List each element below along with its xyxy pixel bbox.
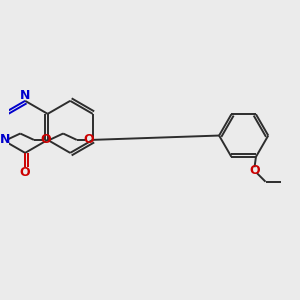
Text: O: O bbox=[84, 134, 94, 146]
Text: O: O bbox=[20, 166, 30, 179]
Text: O: O bbox=[249, 164, 260, 177]
Text: O: O bbox=[41, 134, 51, 146]
Text: N: N bbox=[0, 134, 10, 146]
Text: N: N bbox=[20, 89, 30, 102]
